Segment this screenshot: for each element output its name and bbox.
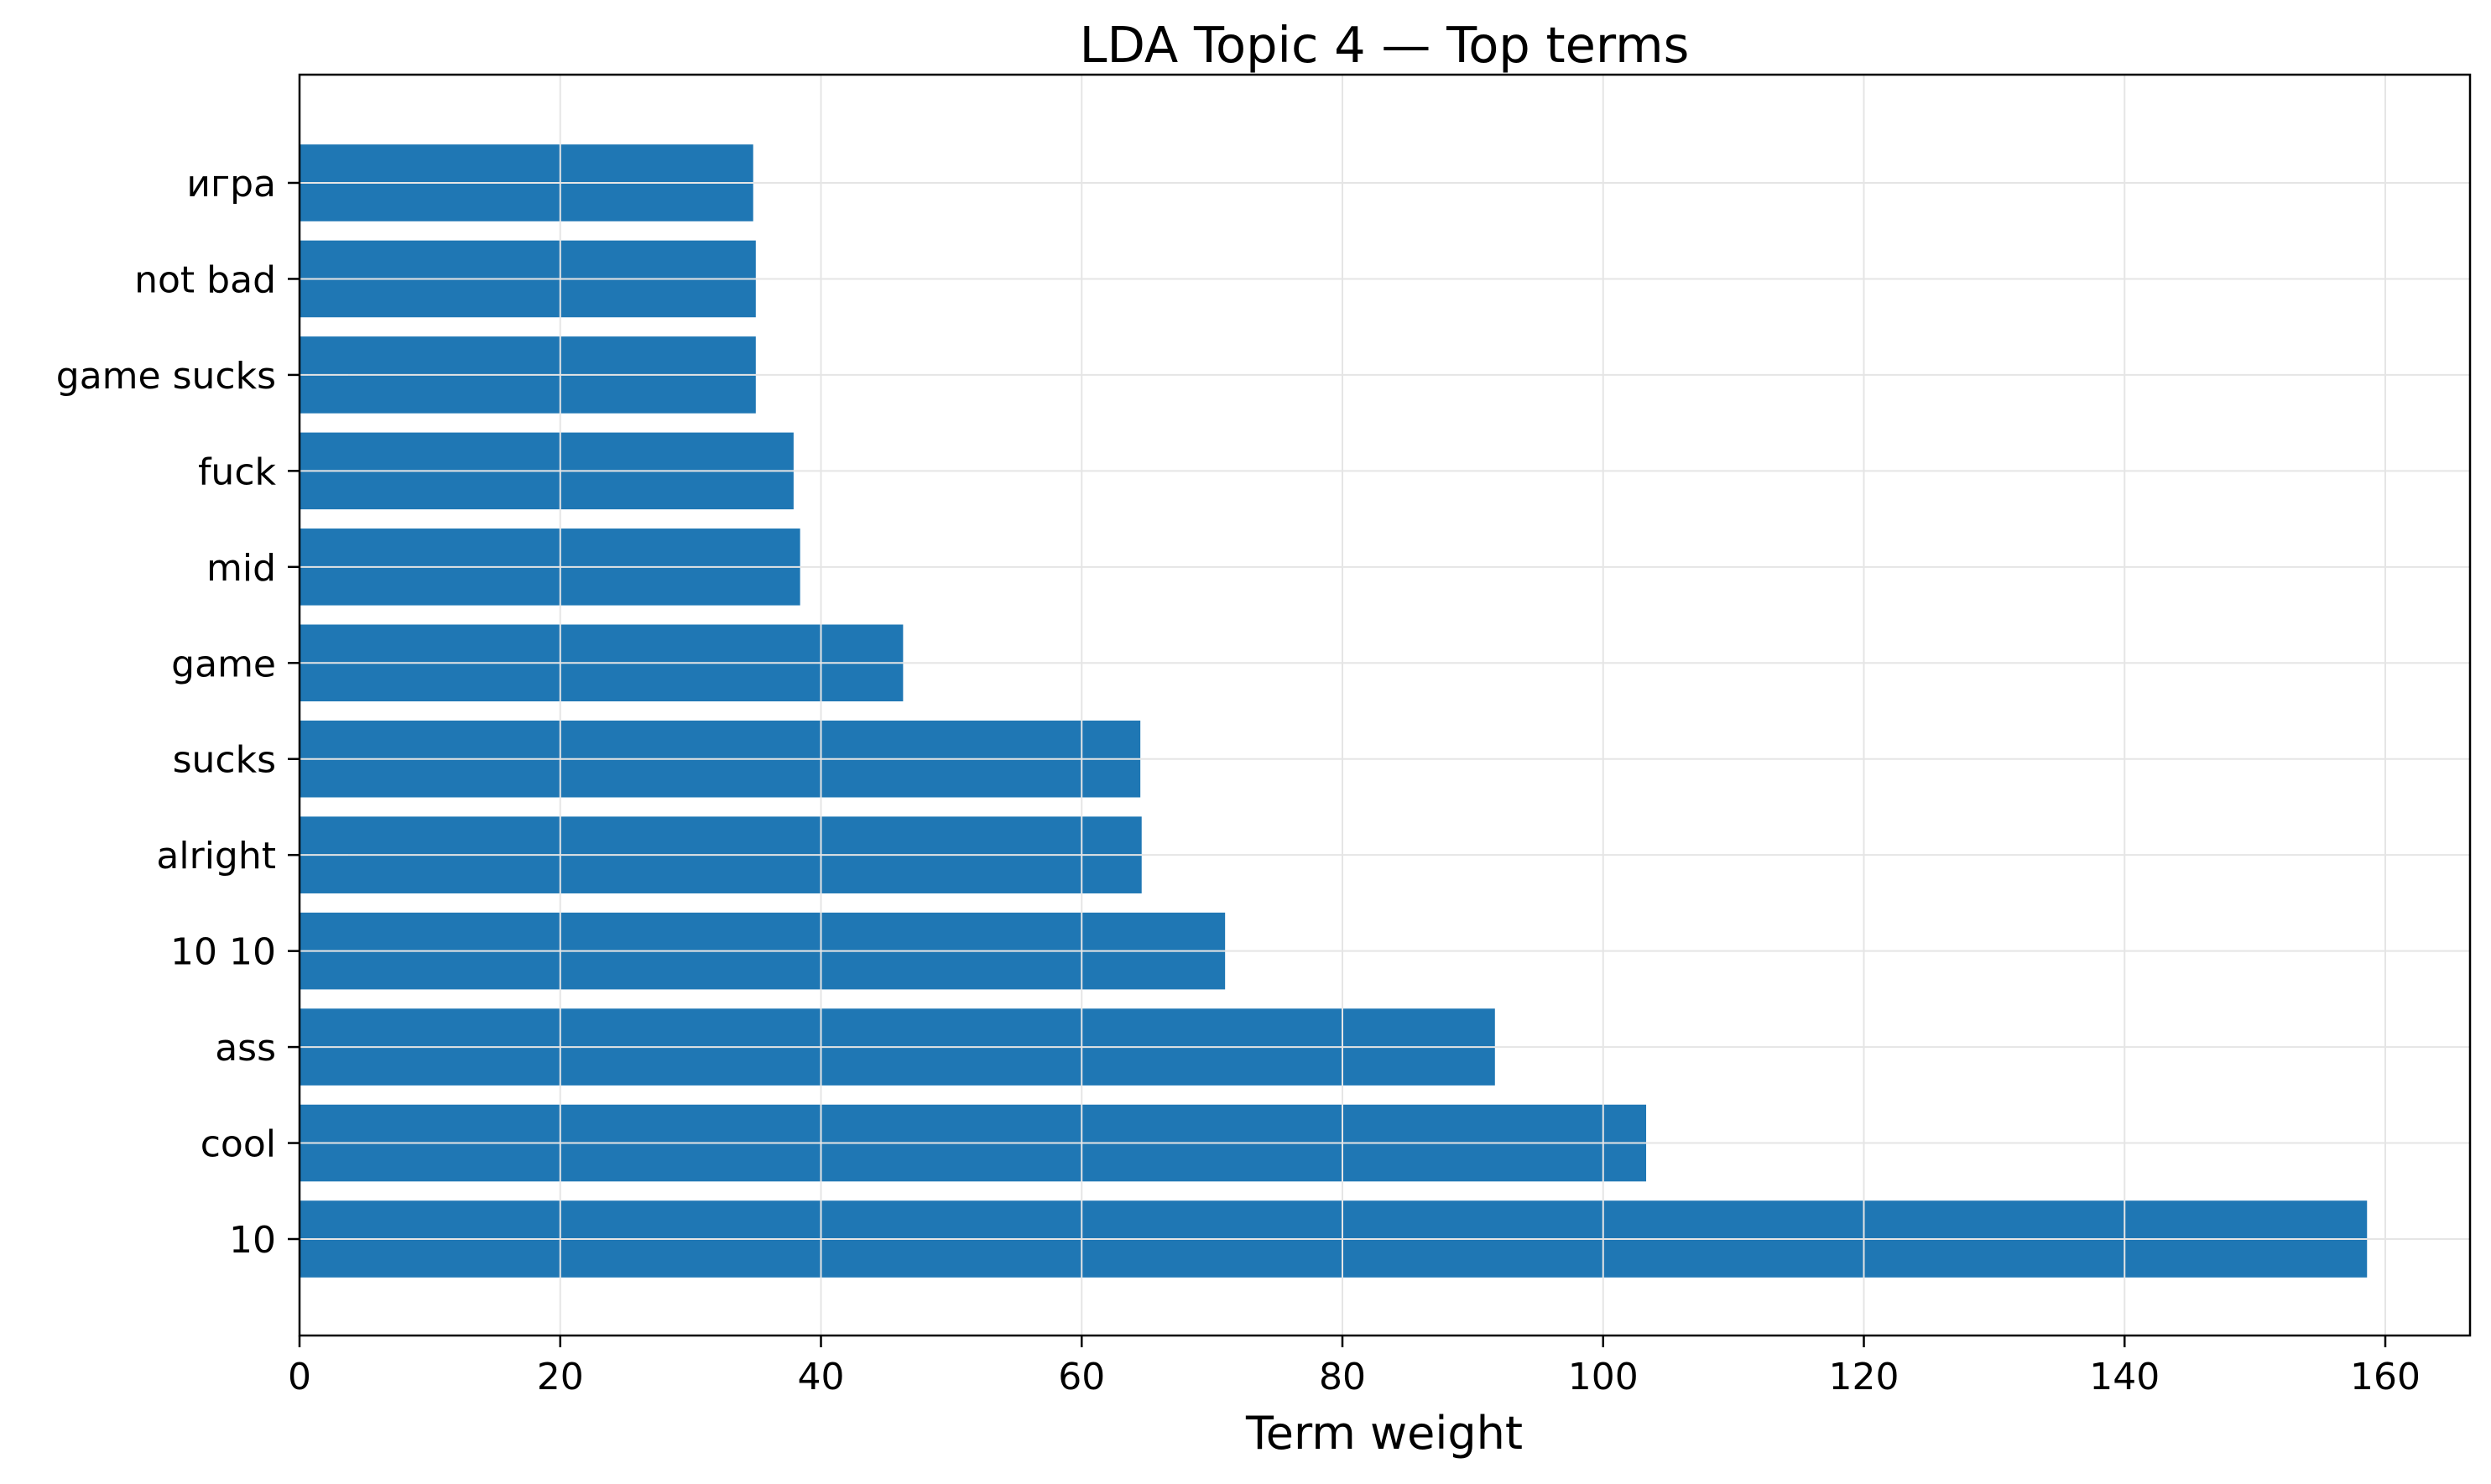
y-tick-label: game bbox=[171, 643, 276, 685]
x-tick-label: 120 bbox=[1829, 1356, 1900, 1398]
x-tick-label: 100 bbox=[1568, 1356, 1639, 1398]
x-tick-label: 160 bbox=[2350, 1356, 2421, 1398]
y-tick-label: not bad bbox=[134, 258, 276, 301]
chart-title: LDA Topic 4 — Top terms bbox=[1080, 16, 1690, 74]
y-tick-label: игра bbox=[186, 163, 276, 206]
x-tick-label: 0 bbox=[288, 1356, 311, 1398]
y-tick-label: cool bbox=[201, 1123, 276, 1166]
x-axis-label: Term weight bbox=[1245, 1407, 1523, 1460]
x-tick-label: 20 bbox=[537, 1356, 584, 1398]
y-tick-label: alright bbox=[156, 835, 276, 877]
x-tick-label: 80 bbox=[1319, 1356, 1366, 1398]
y-tick-label: 10 bbox=[229, 1219, 276, 1262]
x-tick-label: 140 bbox=[2089, 1356, 2160, 1398]
plot-frame bbox=[298, 73, 2472, 1337]
x-tick-label: 40 bbox=[798, 1356, 845, 1398]
y-tick-label: ass bbox=[215, 1027, 276, 1070]
y-tick-label: fuck bbox=[198, 450, 277, 493]
y-tick-label: game sucks bbox=[56, 355, 276, 398]
gridlines bbox=[299, 75, 2470, 1336]
y-tick-label: mid bbox=[206, 547, 276, 590]
x-tick-label: 60 bbox=[1058, 1356, 1105, 1398]
y-tick-label: 10 10 bbox=[170, 931, 276, 974]
x-axis-ticks: 0 20 40 60 80 100 120 140 160 bbox=[288, 1336, 2421, 1398]
y-axis-ticks: 10 cool ass 10 10 alright sucks game mid fuck gam… bbox=[56, 163, 300, 1262]
y-tick-label: sucks bbox=[173, 739, 276, 782]
